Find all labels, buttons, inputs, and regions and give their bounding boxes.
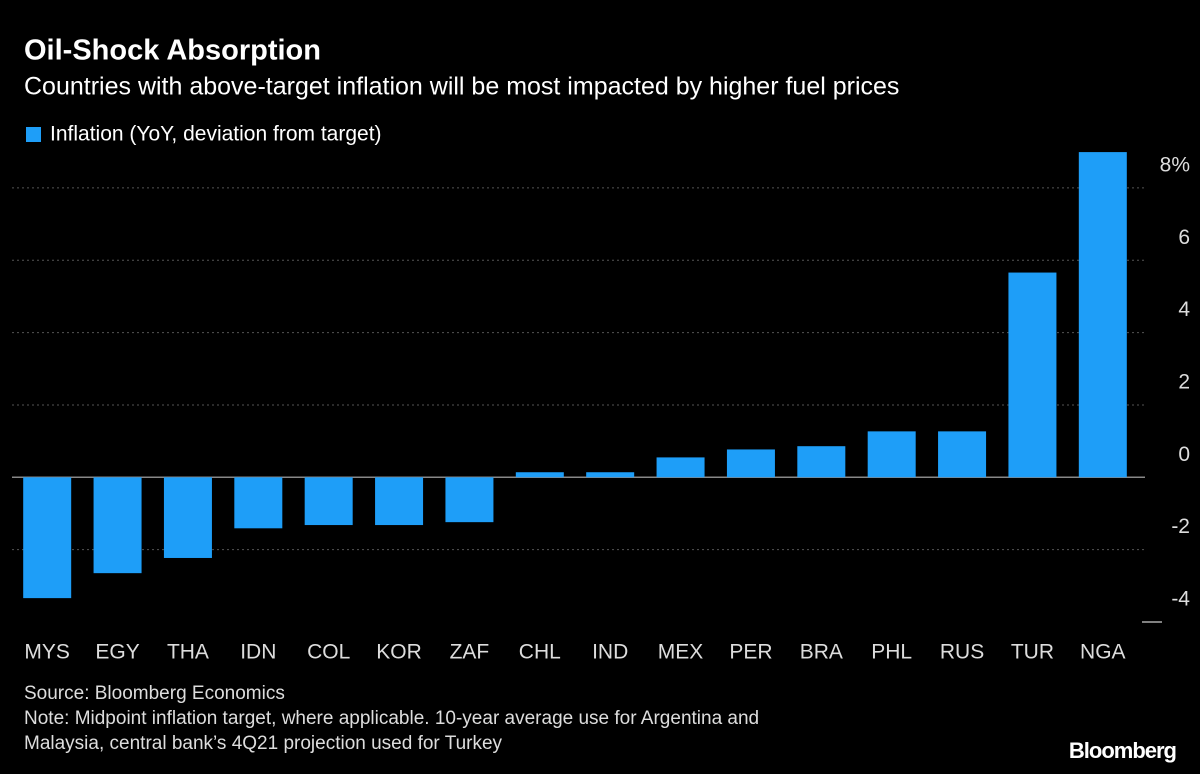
bar bbox=[656, 457, 705, 478]
x-tick-label: IDN bbox=[240, 641, 276, 664]
x-tick-label: CHL bbox=[519, 641, 561, 664]
chart-subtitle: Countries with above-target inflation wi… bbox=[24, 73, 899, 101]
y-tick-label: 6 bbox=[1178, 226, 1190, 249]
y-tick-label: 0 bbox=[1178, 443, 1190, 466]
x-tick-label: MEX bbox=[658, 641, 704, 664]
x-tick-label: PHL bbox=[871, 641, 912, 664]
x-tick-label: ZAF bbox=[450, 641, 490, 664]
bar bbox=[726, 449, 775, 478]
x-tick-label: THA bbox=[167, 641, 209, 664]
x-tick-label: BRA bbox=[800, 641, 843, 664]
bar bbox=[445, 477, 494, 523]
bar bbox=[234, 477, 283, 529]
note: Malaysia, central bank’s 4Q21 projection… bbox=[24, 733, 503, 754]
x-tick-label: TUR bbox=[1011, 641, 1054, 664]
source: Source: Bloomberg Economics bbox=[24, 683, 285, 704]
note: Note: Midpoint inflation target, where a… bbox=[24, 708, 759, 729]
bar bbox=[938, 431, 987, 478]
y-tick-label: -2 bbox=[1171, 515, 1190, 538]
bar bbox=[163, 477, 212, 558]
bar bbox=[375, 477, 424, 526]
x-tick-label: RUS bbox=[940, 641, 984, 664]
bar bbox=[1008, 272, 1057, 478]
y-tick-label: 8% bbox=[1160, 153, 1190, 176]
x-tick-label: KOR bbox=[376, 641, 422, 664]
x-tick-label: NGA bbox=[1080, 641, 1126, 664]
x-tick-label: EGY bbox=[95, 641, 139, 664]
bar bbox=[867, 431, 916, 478]
legend-swatch bbox=[26, 127, 41, 142]
bar bbox=[1078, 152, 1127, 478]
x-tick-label: IND bbox=[592, 641, 628, 664]
bar bbox=[797, 446, 846, 478]
bar bbox=[93, 477, 142, 574]
y-tick-label: -4 bbox=[1171, 588, 1190, 611]
y-tick-label: 2 bbox=[1178, 371, 1190, 394]
x-tick-label: MYS bbox=[24, 641, 70, 664]
y-tick-label: 4 bbox=[1178, 298, 1190, 321]
legend-label: Inflation (YoY, deviation from target) bbox=[50, 123, 382, 146]
bar bbox=[586, 472, 635, 478]
chart-title: Oil-Shock Absorption bbox=[24, 35, 321, 67]
bar bbox=[23, 477, 72, 599]
brand-logo: Bloomberg bbox=[1069, 738, 1176, 763]
x-tick-label: COL bbox=[307, 641, 350, 664]
x-tick-label: PER bbox=[729, 641, 772, 664]
bar bbox=[515, 472, 564, 478]
bar bbox=[304, 477, 353, 526]
